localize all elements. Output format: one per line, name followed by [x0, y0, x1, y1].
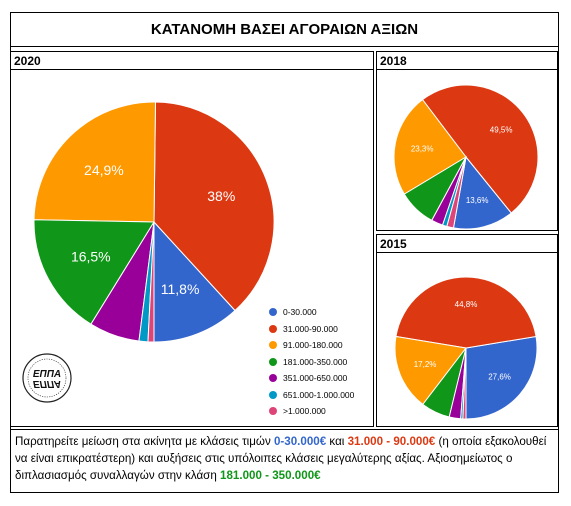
logo-text-top: ΕΠΠΑ — [33, 369, 61, 380]
data-label: 16,5% — [71, 248, 111, 264]
panel-2018: 2018 13,6% 49,5% 23,3% — [376, 51, 558, 231]
page-title: ΚΑΤΑΝΟΜΗ ΒΑΣΕΙ ΑΓΟΡΑΙΩΝ ΑΞΙΩΝ — [11, 13, 558, 47]
note-part1: Παρατηρείτε μείωση στα ακίνητα με κλάσει… — [15, 435, 274, 448]
pie-slice — [153, 220, 236, 343]
legend-item: 0-30.000 — [269, 304, 354, 321]
pie-slice — [153, 101, 275, 312]
pie-slice — [147, 221, 155, 343]
note-text: Παρατηρείτε μείωση στα ακίνητα με κλάσει… — [11, 429, 558, 493]
panel-2015: 2015 27,6% 44,8% 17,2% — [376, 234, 558, 427]
data-label: 24,9% — [84, 162, 124, 178]
data-label: 27,6% — [488, 372, 511, 381]
data-label: 23,3% — [411, 144, 434, 153]
chart-title-2015: 2015 — [380, 237, 407, 251]
pie-chart-2020: 11,8% 38% 24,9% 16,5% — [33, 101, 275, 343]
pie-slice — [452, 155, 512, 230]
legend-item: 31.000-90.000 — [269, 321, 354, 338]
data-label: 13,6% — [466, 196, 489, 205]
panel-2020-header — [11, 52, 373, 70]
legend-swatch — [269, 374, 277, 383]
legend-label: 0-30.000 — [283, 307, 317, 318]
data-label: 17,2% — [414, 360, 437, 369]
pie-slice — [395, 276, 537, 349]
note-part3: (η οποία εξακολουθεί να είναι επικρατέστ… — [15, 435, 547, 482]
legend-swatch — [269, 324, 277, 333]
legend-label: 351.000-650.000 — [283, 373, 348, 384]
legend-label: >1.000.000 — [283, 406, 326, 417]
pie-slice — [33, 219, 155, 325]
legend-item: 351.000-650.000 — [269, 370, 354, 387]
logo-text-bottom: ΕΠΠΑ — [33, 378, 61, 389]
note-part2: και — [326, 435, 348, 448]
panel-2018-header — [377, 52, 557, 70]
legend-item: 651.000-1.000.000 — [269, 387, 354, 404]
legend-swatch — [269, 308, 277, 317]
note-range-3: 181.000 - 350.000€ — [220, 469, 321, 482]
panel-2020: 2020 11,8% 38% 24,9% 16,5% 0-30.000 31.000-9… — [11, 51, 374, 427]
legend-item: 181.000-350.000 — [269, 354, 354, 371]
pie-slice — [421, 84, 539, 214]
legend-item: 91.000-180.000 — [269, 337, 354, 354]
legend-label: 31.000-90.000 — [283, 323, 338, 334]
panel-2015-header — [377, 235, 557, 253]
legend-swatch — [269, 357, 277, 366]
eppa-logo: ΕΠΠΑ ΕΠΠΑ — [22, 353, 72, 403]
data-label: 49,5% — [490, 125, 513, 134]
pie-slice — [33, 101, 157, 223]
data-label: 38% — [207, 188, 235, 204]
legend-label: 91.000-180.000 — [283, 340, 343, 351]
legend: 0-30.000 31.000-90.000 91.000-180.000 181.0… — [269, 304, 354, 420]
infographic-frame: ΚΑΤΑΝΟΜΗ ΒΑΣΕΙ ΑΓΟΡΑΙΩΝ ΑΞΙΩΝ 2020 11,8%… — [10, 12, 559, 493]
data-label: 11,8% — [161, 281, 200, 297]
chart-title-2018: 2018 — [380, 54, 407, 68]
pie-chart-2015: 27,6% 44,8% 17,2% — [394, 276, 538, 420]
legend-label: 181.000-350.000 — [283, 356, 348, 367]
legend-label: 651.000-1.000.000 — [283, 389, 355, 400]
pie-slice — [393, 98, 467, 195]
pie-chart-2018: 13,6% 49,5% 23,3% — [393, 84, 539, 230]
legend-item: >1.000.000 — [269, 403, 354, 420]
data-label: 44,8% — [455, 300, 478, 309]
note-range-2: 31.000 - 90.000€ — [347, 435, 436, 448]
legend-swatch — [269, 390, 277, 399]
legend-swatch — [269, 341, 277, 350]
note-range-1: 0-30.000€ — [273, 435, 327, 448]
pie-slice — [462, 347, 467, 420]
pie-slice — [446, 156, 467, 229]
chart-title-2020: 2020 — [14, 54, 41, 68]
pie-slice — [394, 335, 467, 406]
pie-slice — [465, 335, 538, 420]
legend-swatch — [269, 407, 277, 416]
